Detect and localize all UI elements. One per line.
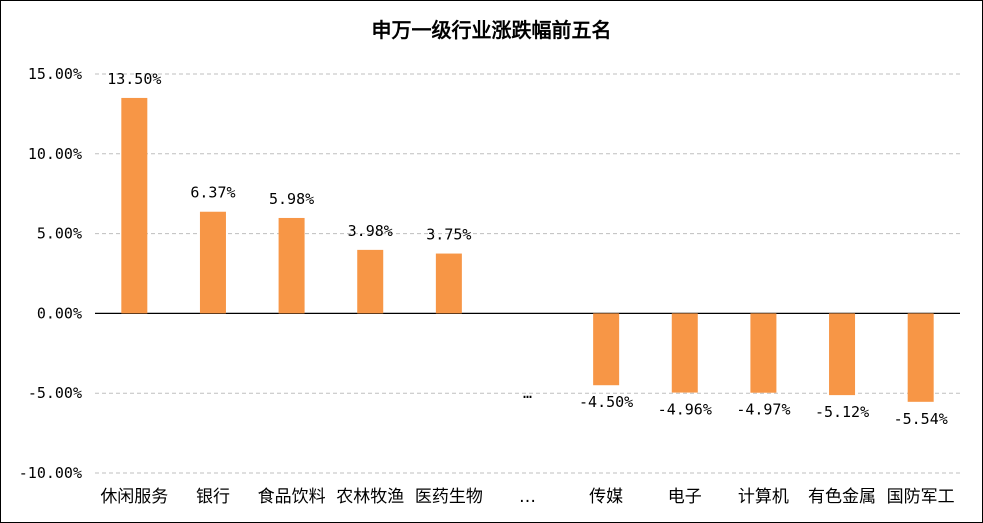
bar — [750, 313, 777, 393]
x-tick-label: … — [519, 487, 536, 507]
y-tick-label: 15.00% — [28, 65, 82, 83]
data-label: -4.97% — [736, 401, 790, 419]
x-tick-label: 有色金属 — [808, 487, 876, 507]
x-tick-label: 银行 — [196, 487, 230, 507]
bars — [121, 97, 934, 402]
data-label: -5.54% — [894, 410, 948, 428]
x-tick-label: 休闲服务 — [100, 487, 168, 507]
bar — [907, 313, 934, 402]
y-tick-label: -5.00% — [28, 384, 82, 402]
bar — [121, 97, 148, 314]
data-label: 3.98% — [348, 222, 393, 240]
data-labels: 13.50% 6.37% 5.98% 3.98% 3.75% … -4.50% -4.96% -… — [107, 70, 948, 428]
x-tick-label: 计算机 — [738, 487, 789, 507]
x-tick-label: 传媒 — [589, 487, 623, 507]
chart-title: 申万一级行业涨跌幅前五名 — [371, 18, 612, 42]
bar — [829, 313, 856, 396]
y-tick-label: -10.00% — [19, 464, 82, 482]
y-tick-label: 10.00% — [28, 145, 82, 163]
bar — [671, 313, 698, 393]
bar — [357, 249, 384, 314]
y-tick-label: 5.00% — [37, 225, 82, 243]
data-label: 3.75% — [426, 226, 471, 244]
x-tick-label: 食品饮料 — [258, 487, 326, 507]
gridlines — [95, 73, 960, 474]
data-label: -5.12% — [815, 403, 869, 421]
bar — [435, 253, 462, 314]
x-tick-label: 医药生物 — [415, 487, 483, 507]
data-label: 5.98% — [269, 190, 314, 208]
x-tick-label: 国防军工 — [887, 487, 955, 507]
y-tick-label: 0.00% — [37, 304, 82, 322]
bar — [199, 211, 226, 314]
data-label: 13.50% — [107, 70, 161, 88]
data-label: -4.96% — [658, 401, 712, 419]
y-axis: 15.00% 10.00% 5.00% 0.00% -5.00% -10.00% — [19, 65, 82, 482]
bar — [278, 217, 305, 314]
ellipsis-label: … — [523, 384, 532, 402]
data-label: 6.37% — [190, 184, 235, 202]
x-tick-label: 农林牧渔 — [336, 487, 404, 507]
bar — [593, 313, 620, 386]
x-tick-label: 电子 — [668, 487, 702, 507]
data-label: -4.50% — [579, 393, 633, 411]
x-axis: 休闲服务 银行 食品饮料 农林牧渔 医药生物 … 传媒 电子 计算机 有色金属 国防军工 — [100, 487, 954, 507]
